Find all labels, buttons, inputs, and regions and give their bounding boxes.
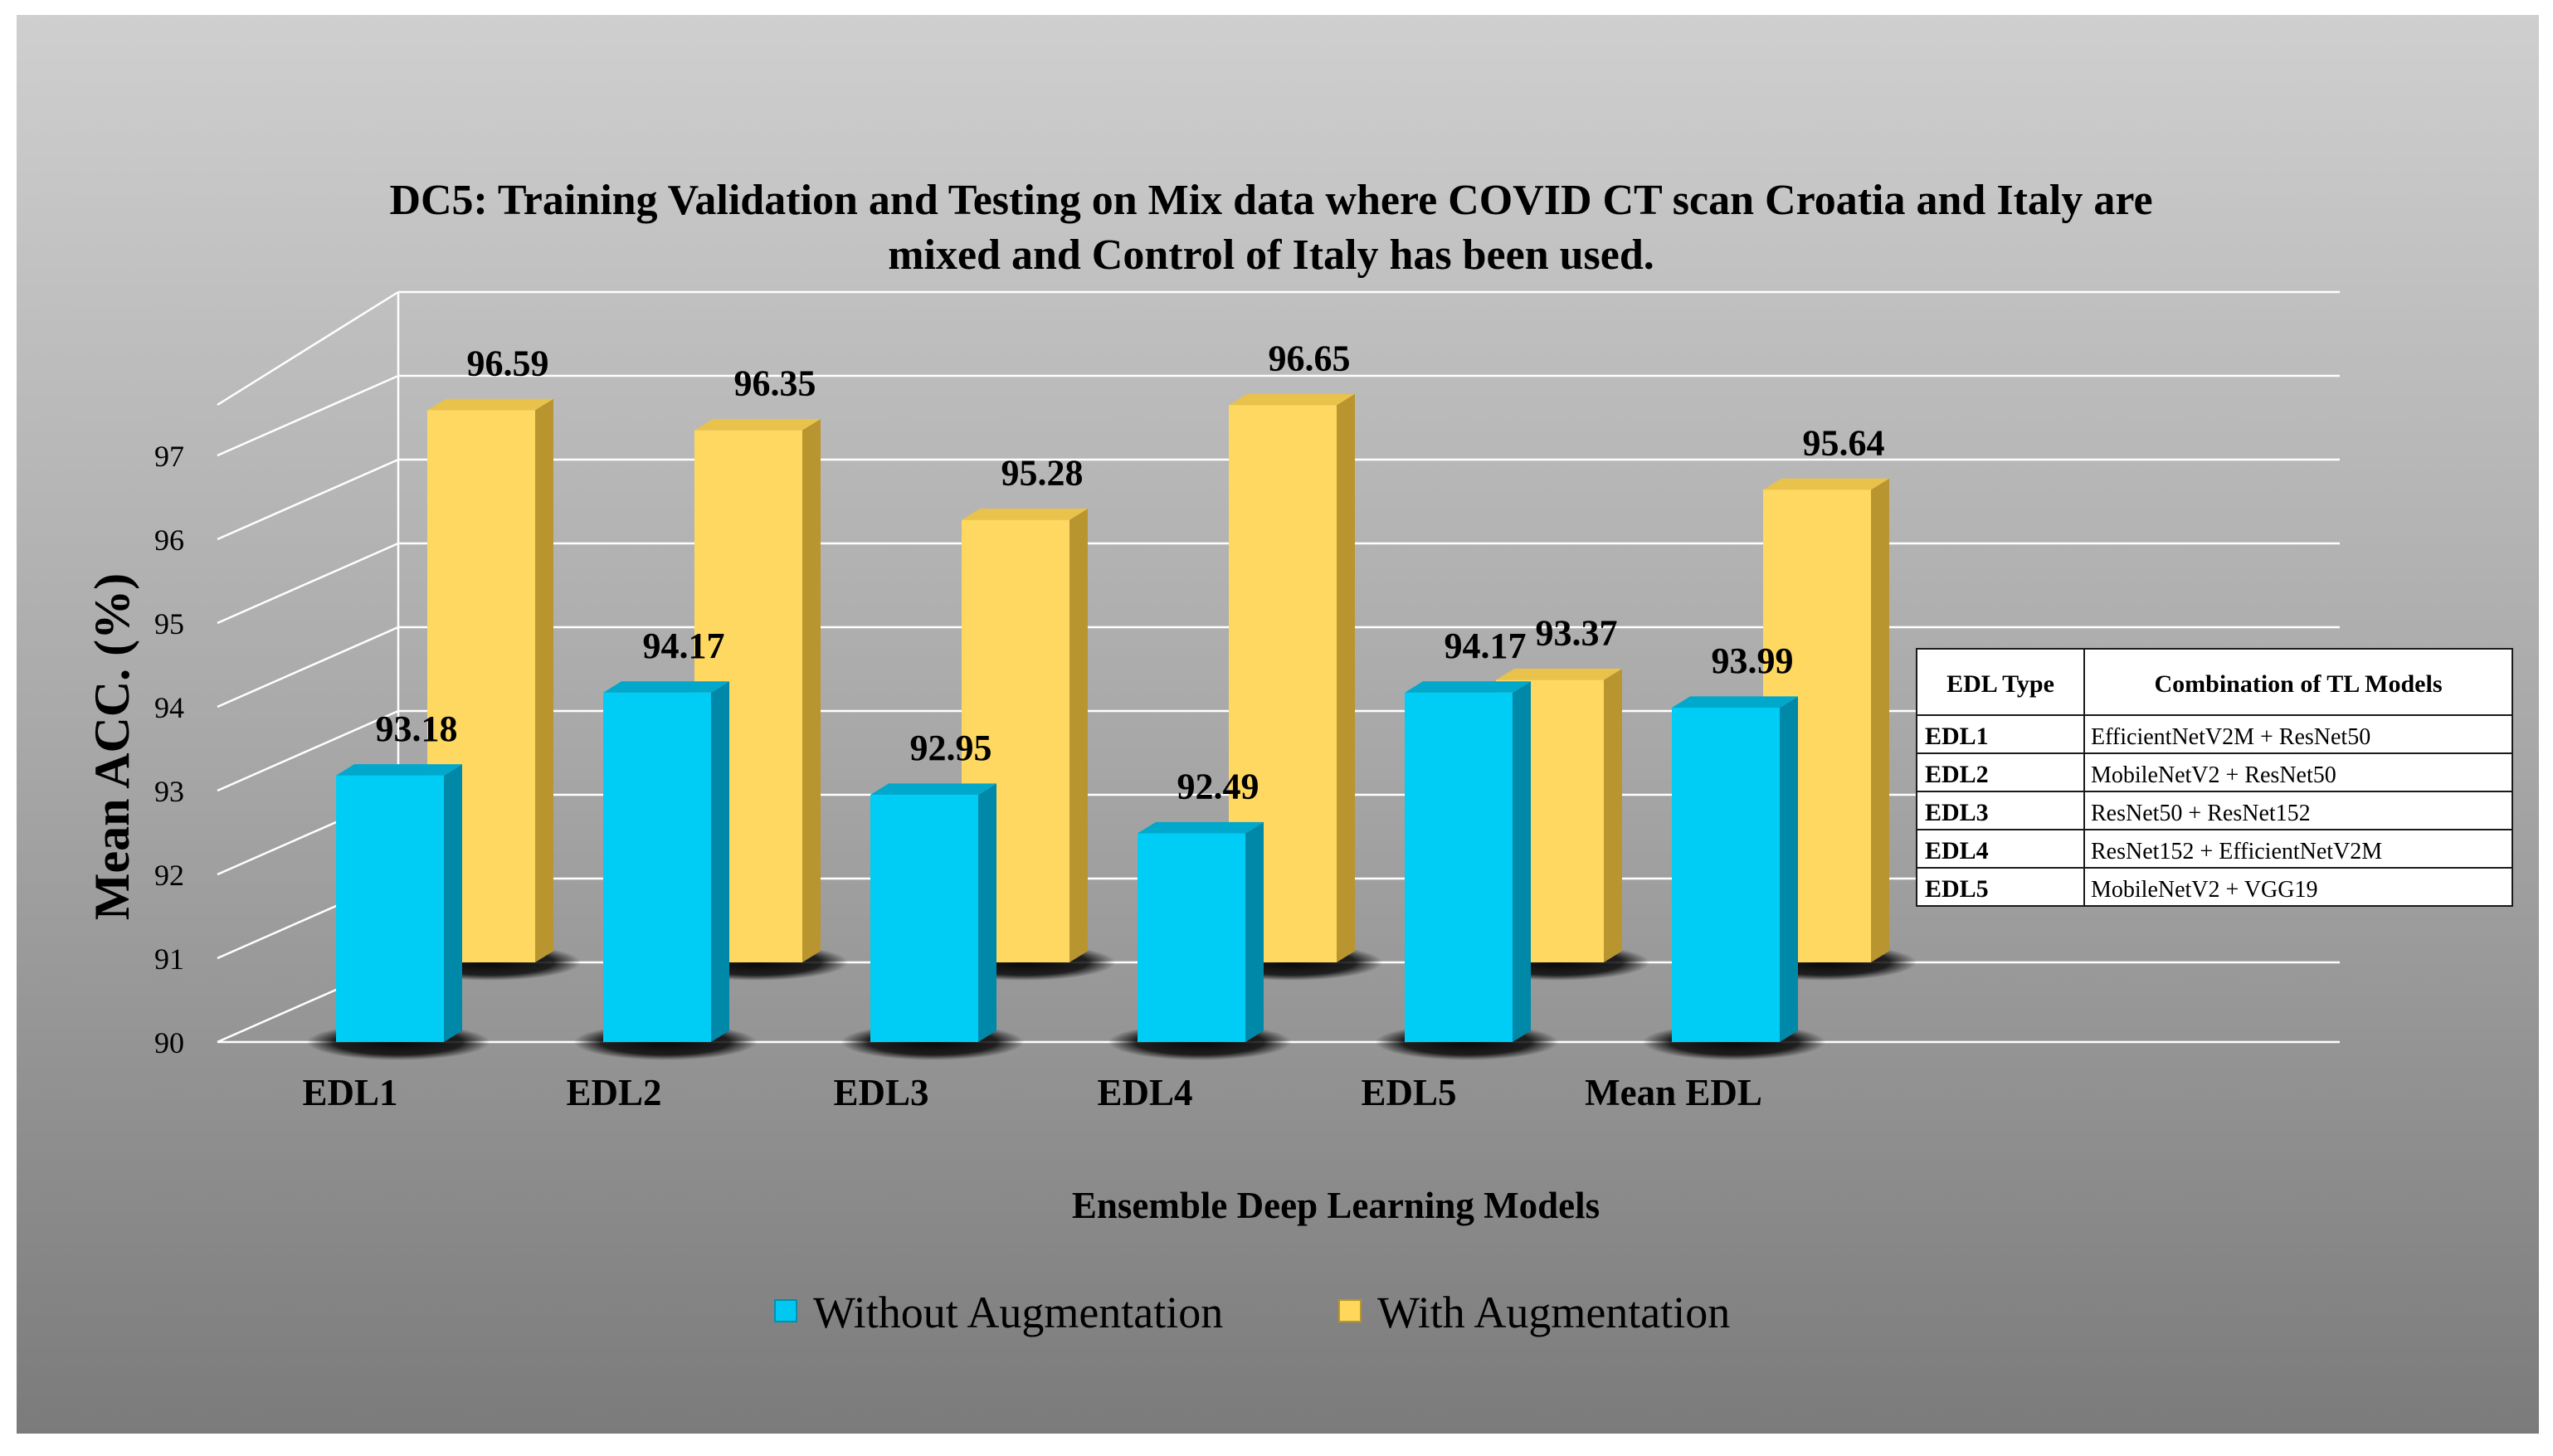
bar-without-augmentation-top [603, 681, 729, 693]
bar-without-augmentation [603, 681, 729, 1042]
bar-layer [336, 393, 1889, 1042]
y-axis-label: Mean ACC. (%) [85, 573, 139, 920]
bar-without-augmentation-side [1780, 696, 1798, 1042]
bar-with-augmentation-side [535, 398, 553, 962]
bar-with-augmentation-side [1069, 509, 1088, 962]
data-label-without-augmentation: 93.99 [1712, 640, 1794, 681]
bar-with-augmentation-side [802, 419, 821, 962]
bar-without-augmentation-top [1672, 696, 1798, 709]
table-cell-type: EDL1 [1925, 723, 1989, 750]
bar-without-augmentation-top [1138, 821, 1264, 834]
bar-without-augmentation-front [870, 795, 978, 1042]
chart-title-line-2: mixed and Control of Italy has been used… [888, 231, 1654, 279]
bar-with-augmentation-top [1763, 478, 1889, 490]
data-label-with-augmentation: 96.59 [467, 343, 549, 383]
x-axis-label: Ensemble Deep Learning Models [1072, 1185, 1600, 1226]
bar-without-augmentation-top [336, 764, 462, 776]
edl-table: EDL Type Combination of TL Models EDL1 E… [1916, 648, 2513, 907]
bar-without-augmentation-front [1672, 708, 1780, 1042]
y-tick-label: 92 [154, 859, 184, 892]
y-tick-label: 91 [154, 942, 184, 976]
bar-without-augmentation-side [444, 764, 462, 1042]
axis-layer: 90 91 92 93 94 95 96 97 EDL1 EDL2 EDL3 EDL4 EDL5 Mean… [154, 440, 1762, 1113]
bar-without-augmentation [336, 764, 462, 1042]
table-cell-combination: MobileNetV2 + VGG19 [2091, 877, 2317, 903]
bar-without-augmentation-top [1405, 681, 1531, 693]
bar-without-augmentation [1138, 821, 1264, 1042]
table-cell-combination: MobileNetV2 + ResNet50 [2091, 762, 2336, 788]
data-label-without-augmentation: 93.18 [376, 709, 458, 749]
table-header-combination: Combination of TL Models [2154, 670, 2442, 698]
table-cell-type: EDL5 [1925, 875, 1989, 903]
bar-with-augmentation [962, 509, 1088, 962]
bar-without-augmentation-top [870, 783, 996, 796]
table-background [1916, 648, 2513, 907]
y-tick-label: 94 [154, 691, 184, 724]
legend-label-without-augmentation: Without Augmentation [813, 1288, 1223, 1337]
table-header-edl-type: EDL Type [1946, 670, 2054, 698]
data-label-with-augmentation: 96.65 [1269, 338, 1351, 378]
table-cell-combination: ResNet50 + ResNet152 [2091, 801, 2311, 826]
table-cell-combination: EfficientNetV2M + ResNet50 [2091, 724, 2370, 750]
data-label-with-augmentation: 95.28 [1001, 453, 1084, 494]
legend-swatch-with-augmentation [1338, 1299, 1362, 1322]
bar-without-augmentation-front [336, 775, 444, 1042]
y-tick-label: 90 [154, 1026, 184, 1059]
x-tick-label: EDL2 [566, 1072, 661, 1113]
data-label-with-augmentation: 95.64 [1803, 422, 1885, 463]
bar-without-augmentation [1405, 681, 1531, 1042]
x-tick-label: EDL4 [1097, 1072, 1192, 1113]
data-label-without-augmentation: 94.17 [643, 626, 725, 666]
gridline-side [217, 542, 399, 625]
gridline-side [217, 374, 399, 457]
data-label-with-augmentation: 93.37 [1536, 613, 1618, 654]
y-tick-label: 93 [154, 775, 184, 808]
legend: Without Augmentation With Augmentation [774, 1288, 1730, 1337]
y-tick-label: 97 [154, 440, 184, 473]
bar-with-augmentation-top [1229, 393, 1355, 406]
x-tick-label: EDL3 [833, 1072, 928, 1113]
bar-with-augmentation-top [1496, 668, 1622, 680]
bar-with-augmentation-side [1871, 478, 1889, 962]
bar-without-augmentation-side [1245, 821, 1264, 1042]
data-label-without-augmentation: 92.49 [1177, 767, 1259, 807]
bar-without-augmentation-front [603, 692, 711, 1042]
x-tick-label: Mean EDL [1585, 1072, 1762, 1113]
x-tick-label: EDL5 [1361, 1072, 1456, 1113]
bar-without-augmentation-side [711, 681, 729, 1042]
y-tick-label: 95 [154, 607, 184, 640]
data-label-with-augmentation: 96.35 [734, 363, 816, 404]
gridline-side [217, 709, 399, 792]
legend-swatch-without-augmentation [774, 1299, 797, 1322]
data-label-without-augmentation: 94.17 [1445, 626, 1527, 666]
table-cell-combination: ResNet152 + EfficientNetV2M [2091, 839, 2382, 864]
table-cell-type: EDL2 [1925, 761, 1989, 788]
bar-without-augmentation-front [1138, 833, 1245, 1042]
label-layer: 96.59 96.35 95.28 96.65 93.37 95.64 93.18 94.17… [376, 338, 1885, 806]
gridline-side [217, 290, 399, 407]
bar-without-augmentation [870, 783, 996, 1042]
bar-without-augmentation-side [978, 783, 996, 1042]
legend-label-with-augmentation: With Augmentation [1377, 1288, 1730, 1337]
bar-with-augmentation [1763, 478, 1889, 962]
bar-with-augmentation-side [1604, 668, 1622, 962]
bar-without-augmentation [1672, 696, 1798, 1042]
bar-without-augmentation-front [1405, 692, 1513, 1042]
gridline-side [217, 626, 399, 709]
gridline-side [217, 458, 399, 541]
bar-without-augmentation-side [1513, 681, 1531, 1042]
table-cell-type: EDL3 [1925, 799, 1989, 826]
bar-with-augmentation-top [694, 419, 821, 431]
bar-with-augmentation-top [427, 398, 553, 411]
table-cell-type: EDL4 [1925, 837, 1989, 864]
bar-with-augmentation-top [962, 509, 1088, 520]
y-tick-label: 96 [154, 523, 184, 557]
chart-title-line-1: DC5: Training Validation and Testing on … [389, 177, 2152, 224]
data-label-without-augmentation: 92.95 [910, 728, 992, 768]
bar-with-augmentation-side [1337, 393, 1355, 963]
x-tick-label: EDL1 [302, 1072, 397, 1113]
